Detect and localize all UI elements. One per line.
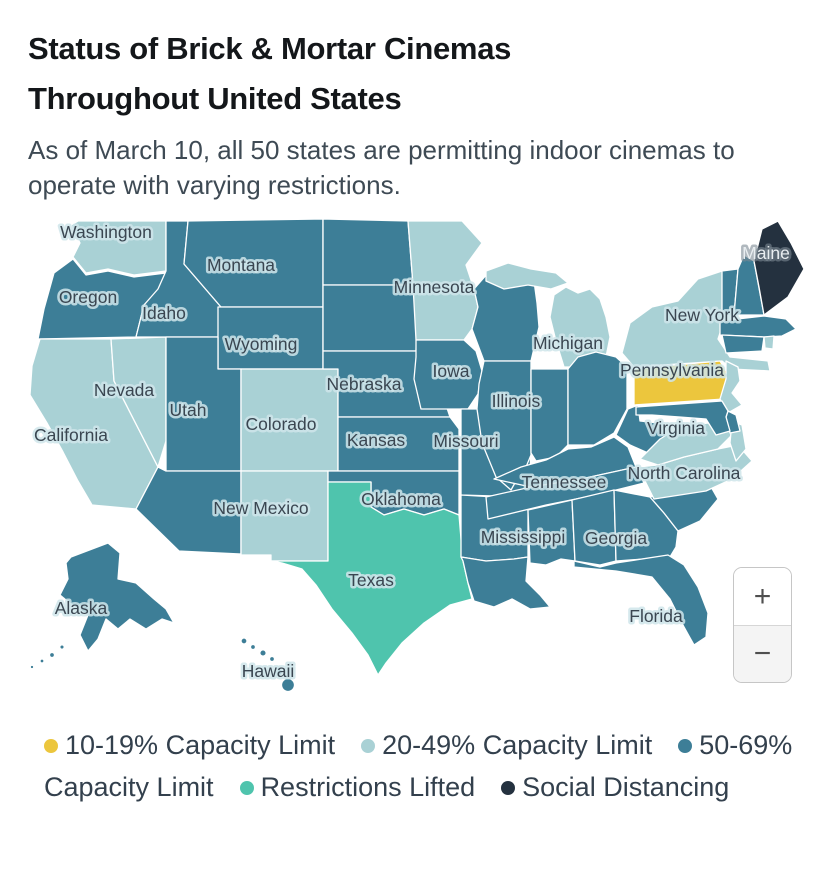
- page-title: Status of Brick & Mortar Cinemas Through…: [28, 31, 512, 116]
- state-in[interactable]: [530, 368, 569, 463]
- zoom-out-button[interactable]: −: [734, 624, 791, 683]
- state-label-ga: Georgia: [585, 528, 648, 548]
- legend-swatch-cap_50_69: [678, 739, 693, 754]
- state-tx[interactable]: [270, 481, 473, 677]
- legend-item-cap_20_49: 20-49% Capacity Limit: [361, 730, 652, 760]
- zoom-in-button[interactable]: +: [734, 568, 791, 625]
- state-label-ia: Iowa: [433, 361, 470, 381]
- state-tn[interactable]: [485, 466, 645, 521]
- legend-swatch-social: [501, 781, 516, 796]
- legend-item-social: Social Distancing: [501, 772, 729, 802]
- state-label-wy: Wyoming: [225, 334, 298, 354]
- page-subtitle: As of March 10, all 50 states are permit…: [28, 135, 735, 201]
- state-fl[interactable]: [573, 554, 709, 647]
- map-zoom-control: + −: [733, 567, 792, 684]
- state-label-nv: Nevada: [94, 380, 155, 400]
- legend-swatch-cap_20_49: [361, 739, 376, 754]
- state-label-me: Maine: [742, 243, 790, 263]
- legend-item-cap_50_69: 50-69% Capacity Limit: [44, 730, 793, 803]
- state-label-ks: Kansas: [347, 430, 406, 450]
- state-label-wa: Washington: [60, 222, 152, 242]
- legend-item-cap_10_19: 10-19% Capacity Limit: [44, 730, 335, 760]
- state-ct[interactable]: [721, 334, 765, 355]
- state-label-ca: California: [34, 425, 108, 445]
- map-legend: 10-19% Capacity Limit 20-49% Capacity Lim…: [44, 725, 800, 809]
- state-nj[interactable]: [719, 360, 743, 415]
- state-label-mt: Montana: [207, 255, 275, 275]
- state-label-tx: Texas: [348, 570, 394, 590]
- state-label-nc: North Carolina: [628, 463, 741, 483]
- state-label-ut: Utah: [170, 400, 207, 420]
- state-ri[interactable]: [763, 335, 775, 351]
- legend-swatch-lifted: [239, 781, 254, 796]
- state-label-ak: Alaska: [55, 598, 108, 618]
- state-label-mi: Michigan: [533, 333, 603, 353]
- state-label-id: Idaho: [142, 303, 186, 323]
- state-mi[interactable]: [485, 262, 611, 369]
- state-label-fl: Florida: [629, 606, 683, 626]
- state-label-ny: New York: [665, 305, 739, 325]
- state-label-co: Colorado: [245, 414, 316, 434]
- state-nd[interactable]: [322, 218, 414, 287]
- state-al[interactable]: [571, 489, 617, 567]
- us-choropleth-map: Washington Oregon California Nevada Idaho Mon…: [29, 218, 805, 693]
- state-label-or: Oregon: [59, 287, 117, 307]
- state-label-mn: Minnesota: [394, 277, 475, 297]
- state-label-ok: Oklahoma: [361, 489, 441, 509]
- state-label-pa: Pennsylvania: [620, 360, 724, 380]
- state-ia[interactable]: [413, 339, 483, 411]
- state-me[interactable]: [753, 220, 805, 317]
- state-label-ms: Mississippi: [481, 527, 566, 547]
- state-label-tn: Tennessee: [522, 472, 607, 492]
- us-map-container: Washington Oregon California Nevada Idaho Mon…: [0, 209, 828, 707]
- state-label-mo: Missouri: [433, 431, 498, 451]
- state-hi[interactable]: [240, 637, 296, 693]
- state-label-ne: Nebraska: [327, 374, 402, 394]
- state-ny[interactable]: [621, 270, 771, 373]
- state-label-il: Illinois: [492, 391, 541, 411]
- state-label-nm: New Mexico: [213, 498, 308, 518]
- legend-swatch-cap_10_19: [44, 739, 58, 754]
- infographic-page: Status of Brick & Mortar Cinemas Through…: [0, 24, 828, 809]
- state-oh[interactable]: [567, 351, 628, 447]
- state-ak[interactable]: [29, 542, 175, 670]
- state-md[interactable]: [635, 400, 731, 437]
- state-ks[interactable]: [337, 416, 460, 473]
- state-la[interactable]: [460, 556, 551, 611]
- legend-item-lifted: Restrictions Lifted: [239, 772, 475, 802]
- state-label-hi: Hawaii: [242, 661, 295, 681]
- state-label-va: Virginia: [647, 418, 705, 438]
